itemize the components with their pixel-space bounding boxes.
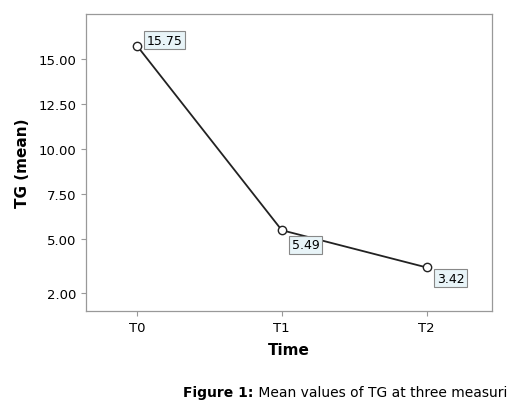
Text: Figure 1:: Figure 1: bbox=[183, 385, 254, 399]
Text: 5.49: 5.49 bbox=[292, 238, 320, 252]
X-axis label: Time: Time bbox=[268, 342, 310, 357]
Text: 15.75: 15.75 bbox=[147, 35, 183, 47]
Text: Mean values of TG at three measuring times.: Mean values of TG at three measuring tim… bbox=[254, 385, 507, 399]
Y-axis label: TG (mean): TG (mean) bbox=[15, 119, 30, 208]
Text: Figure 1: Mean values of TG at three measuring times.: Figure 1: Mean values of TG at three mea… bbox=[64, 386, 443, 400]
Text: 3.42: 3.42 bbox=[437, 272, 464, 285]
